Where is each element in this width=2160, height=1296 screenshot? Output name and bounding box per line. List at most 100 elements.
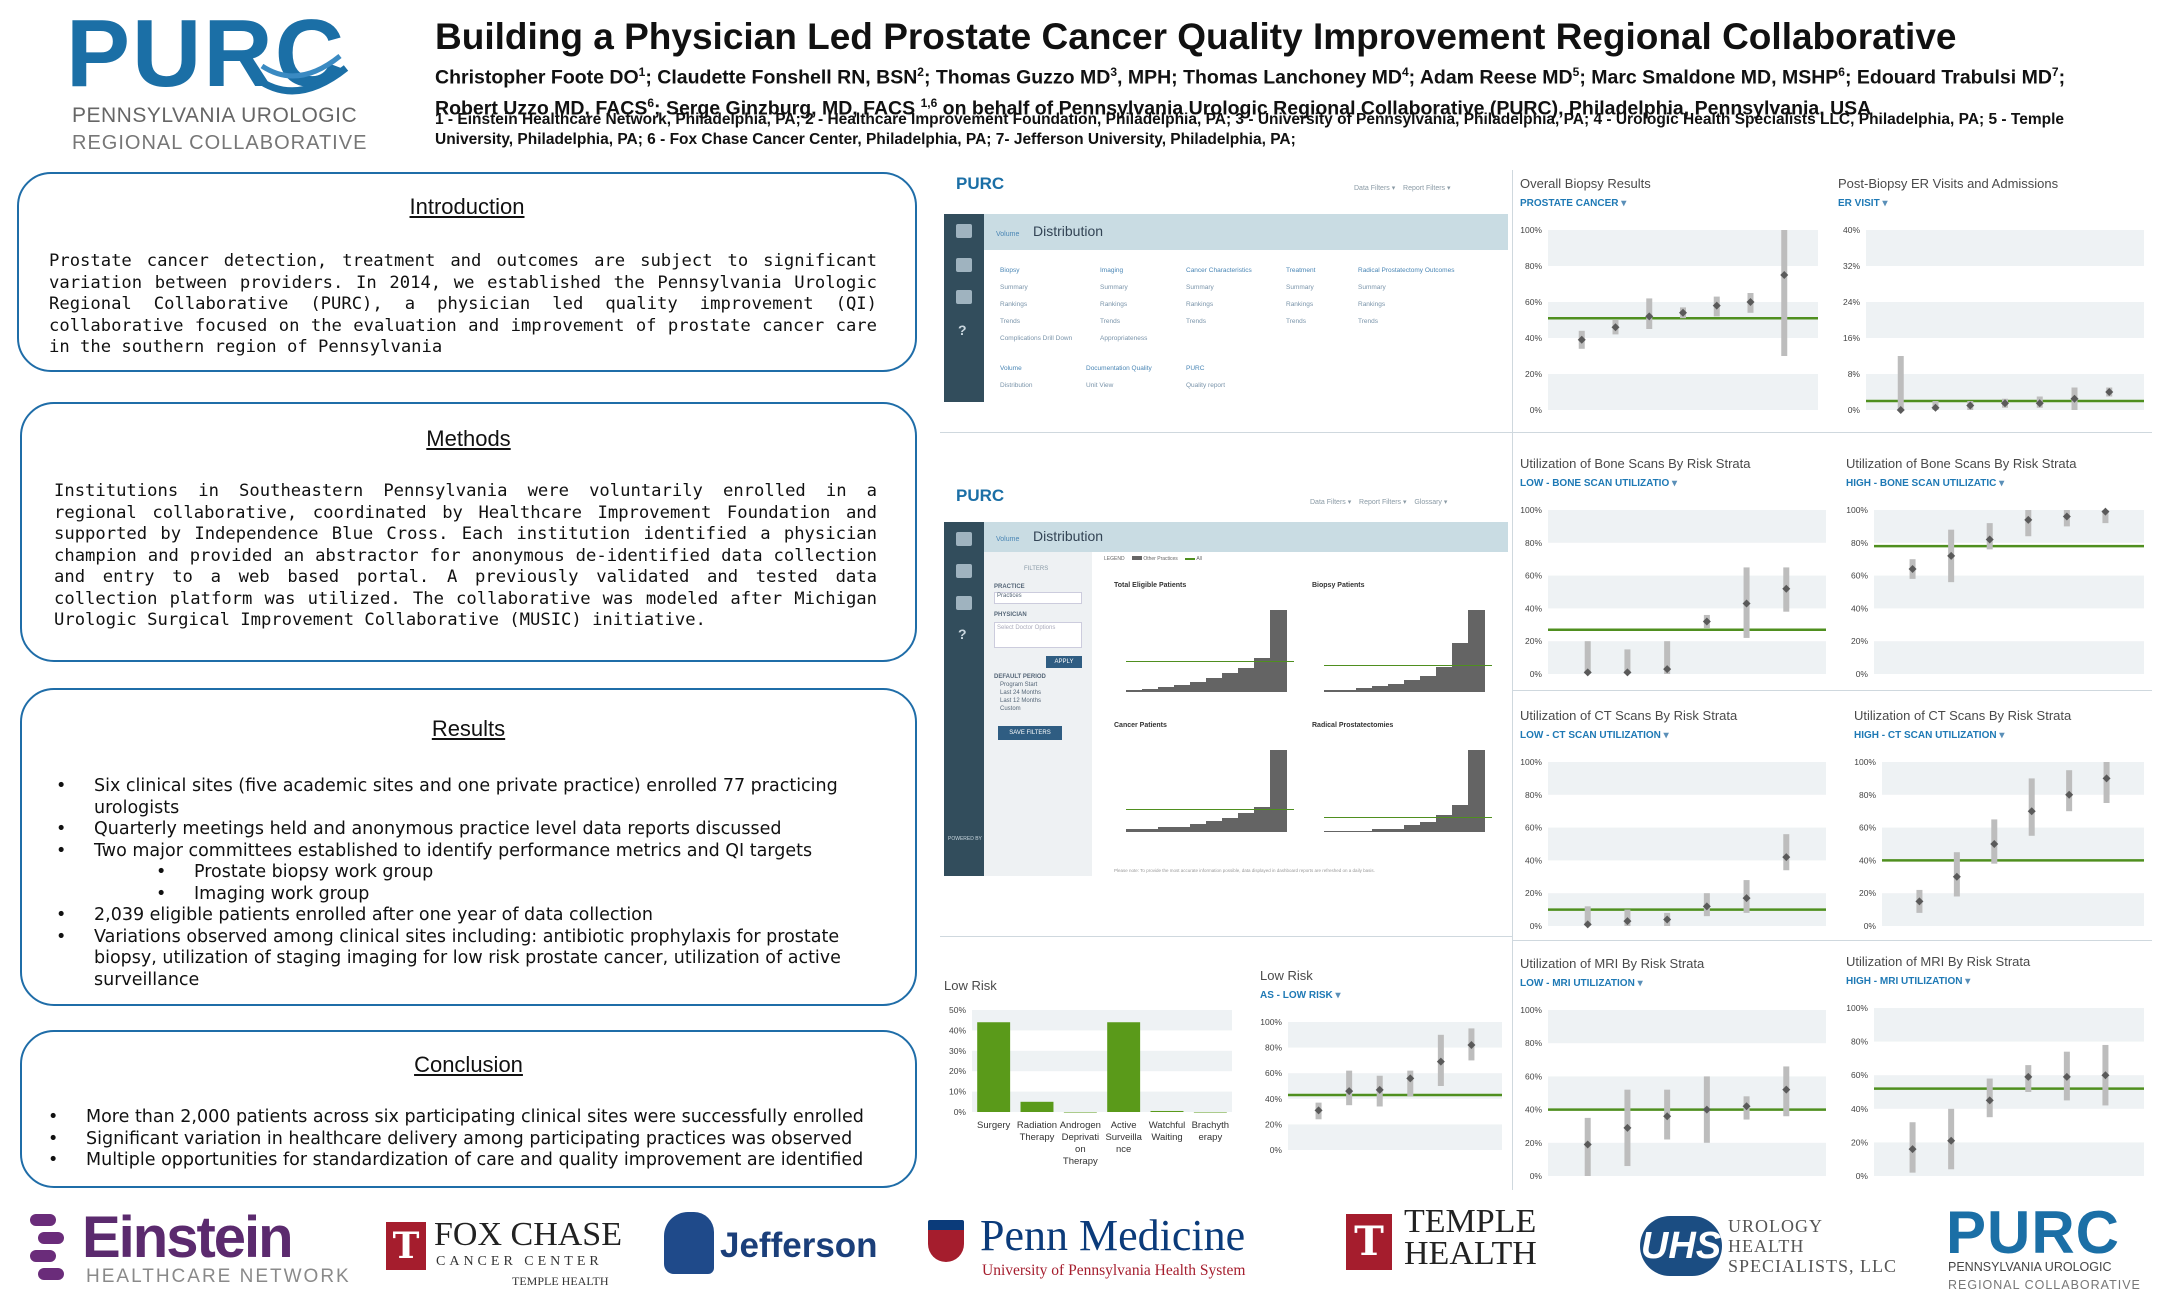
chart-filter-dropdown[interactable]: AS - LOW RISK <box>1260 990 1341 1001</box>
data-point <box>2027 807 2036 816</box>
period-option[interactable]: Last 12 Months <box>1000 698 1042 704</box>
sidebar-icon[interactable] <box>956 258 972 272</box>
einstein-name: Einstein <box>82 1205 294 1270</box>
methods-section: Methods Institutions in Southeastern Pen… <box>20 402 917 662</box>
filter-physician-input[interactable]: Select Doctor Options <box>994 622 1082 648</box>
menu-item[interactable]: Trends <box>1186 318 1206 325</box>
chart-filter-dropdown[interactable]: HIGH - CT SCAN UTILIZATION <box>1854 730 2004 741</box>
period-option[interactable]: Custom <box>1000 706 1021 712</box>
tab-distribution[interactable]: Distribution <box>1032 223 1104 239</box>
menu-item[interactable]: Rankings <box>1100 301 1128 308</box>
menu-item[interactable]: Summary <box>1100 284 1128 291</box>
chart-filter-dropdown[interactable]: HIGH - MRI UTILIZATION <box>1846 976 1970 987</box>
uhs-line1: UROLOGY <box>1728 1216 1823 1236</box>
menu-item[interactable]: Unit View <box>1086 382 1114 389</box>
menu-item[interactable]: Quality report <box>1186 382 1226 389</box>
data-point <box>1931 403 1940 412</box>
y-tick-label: 40% <box>1859 855 1876 865</box>
data-point <box>1985 535 1994 544</box>
data-point <box>1583 920 1592 929</box>
menu-item[interactable]: Complications Drill Down <box>1000 335 1073 342</box>
menu-head[interactable]: Biopsy <box>1000 267 1020 274</box>
menu-item[interactable]: Trends <box>1286 318 1306 325</box>
help-icon[interactable]: ? <box>958 322 967 338</box>
filter-practice-select[interactable]: Practices <box>994 592 1082 604</box>
grid-band <box>1874 1075 2144 1109</box>
dashboard-footnote: Please note: To provide the most accurat… <box>1114 868 1375 873</box>
menu-head[interactable]: Cancer Characteristics <box>1186 267 1252 274</box>
menu-head[interactable]: Documentation Quality <box>1086 365 1152 372</box>
menu-item[interactable]: Summary <box>1000 284 1028 291</box>
menu-item[interactable]: Summary <box>1286 284 1314 291</box>
author-text: on behalf of Pennsylvania Urologic Regio… <box>937 97 1872 119</box>
grid-band <box>1548 1076 1826 1110</box>
data-point <box>2062 512 2071 521</box>
sidebar-icon[interactable] <box>956 290 972 304</box>
data-filters-link[interactable]: Data Filters <box>1354 185 1390 192</box>
chart-filter-dropdown[interactable]: LOW - MRI UTILIZATION <box>1520 978 1643 989</box>
data-point <box>1623 668 1632 677</box>
affiliation-marker: 6 <box>1838 65 1845 79</box>
sidebar-icon[interactable] <box>956 564 972 578</box>
y-tick-label: 80% <box>1525 538 1542 548</box>
affiliation-marker: 1 <box>638 65 646 79</box>
author-text: ; Adam Reese MD <box>1408 66 1573 89</box>
y-tick-label: 20% <box>1525 888 1542 898</box>
sidebar-icon[interactable] <box>956 532 972 546</box>
data-point <box>1577 335 1586 344</box>
period-option[interactable]: Program Start <box>1000 682 1038 688</box>
mini-bar <box>1388 683 1405 692</box>
menu-item[interactable]: Rankings <box>1000 301 1028 308</box>
chart-filter-dropdown[interactable]: LOW - BONE SCAN UTILIZATIO <box>1520 478 1677 489</box>
report-filters-link[interactable]: Report Filters <box>1359 499 1402 506</box>
menu-item[interactable]: Summary <box>1358 284 1386 291</box>
menu-item[interactable]: Summary <box>1186 284 1214 291</box>
apply-button[interactable]: APPLY <box>1046 656 1082 668</box>
legend-item: Other Practices <box>1143 556 1178 562</box>
confidence-interval <box>2102 510 2109 524</box>
menu-item[interactable]: Trends <box>1000 318 1020 325</box>
report-filters-link[interactable]: Report Filters <box>1403 185 1446 192</box>
sidebar-icon[interactable] <box>956 224 972 238</box>
save-filters-button[interactable]: SAVE FILTERS <box>998 726 1062 740</box>
menu-item[interactable]: Appropriateness <box>1100 335 1148 342</box>
mini-bar <box>1270 610 1287 692</box>
chart-filter-dropdown[interactable]: LOW - CT SCAN UTILIZATION <box>1520 730 1669 741</box>
menu-head[interactable]: PURC <box>1186 365 1205 372</box>
menu-item[interactable]: Rankings <box>1286 301 1314 308</box>
author-text: ; <box>2058 66 2066 89</box>
tab-distribution[interactable]: Distribution <box>1032 528 1104 544</box>
grid-divider <box>1512 940 2152 941</box>
help-icon[interactable]: ? <box>958 626 967 642</box>
menu-head[interactable]: Radical Prostatectomy Outcomes <box>1358 267 1455 274</box>
bar <box>1107 1022 1141 1112</box>
glossary-link[interactable]: Glossary <box>1414 499 1442 506</box>
mini-bar <box>1420 821 1437 832</box>
menu-item[interactable]: Rankings <box>1358 301 1386 308</box>
menu-item[interactable]: Trends <box>1100 318 1120 325</box>
breadcrumb[interactable]: Volume <box>996 231 1020 238</box>
menu-item[interactable]: Distribution <box>1000 382 1033 389</box>
data-point <box>1782 584 1791 593</box>
mini-bar <box>1142 829 1159 832</box>
menu-item[interactable]: Trends <box>1358 318 1378 325</box>
data-filters-link[interactable]: Data Filters <box>1310 499 1346 506</box>
legend-swatch <box>1185 558 1196 560</box>
mini-bar <box>1254 807 1271 832</box>
menu-head[interactable]: Treatment <box>1286 267 1316 274</box>
menu-head[interactable]: Volume <box>1000 365 1022 372</box>
breadcrumb[interactable]: Volume <box>996 536 1020 543</box>
mini-bar <box>1388 828 1405 832</box>
y-tick-label: 20% <box>1859 888 1876 898</box>
sidebar-icon[interactable] <box>956 596 972 610</box>
y-tick-label: 60% <box>1859 823 1876 833</box>
y-tick-label: 0% <box>1530 1171 1543 1181</box>
mini-bar <box>1324 831 1341 832</box>
chart-filter-dropdown[interactable]: PROSTATE CANCER <box>1520 198 1626 209</box>
menu-head[interactable]: Imaging <box>1100 267 1124 274</box>
period-option[interactable]: Last 24 Months <box>1000 690 1042 696</box>
chart-filter-dropdown[interactable]: HIGH - BONE SCAN UTILIZATIC <box>1846 478 2004 489</box>
menu-item[interactable]: Rankings <box>1186 301 1214 308</box>
chart-filter-dropdown[interactable]: ER VISIT <box>1838 198 1888 209</box>
data-point <box>2001 399 2009 408</box>
